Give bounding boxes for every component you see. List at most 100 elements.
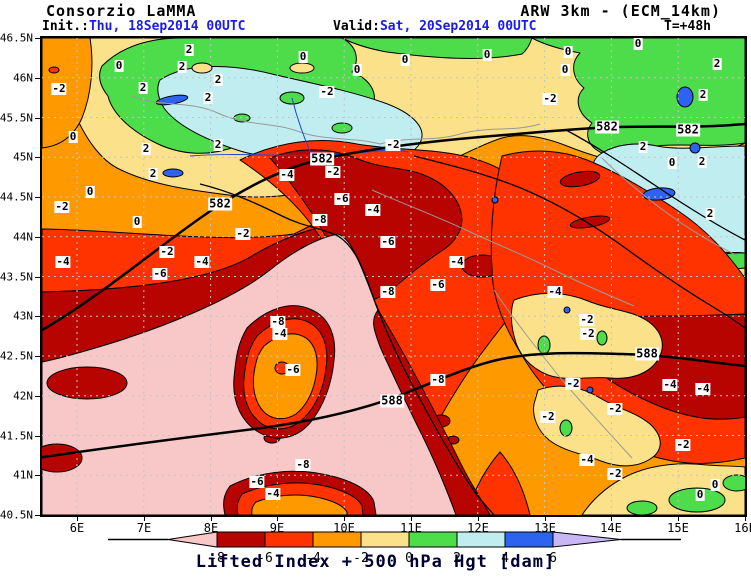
li-contour-label: 0 (400, 53, 410, 66)
lat-tick-mark (35, 396, 40, 397)
li-contour-label: 2 (712, 57, 722, 70)
lon-tick-mark (745, 517, 746, 521)
li-contour-label: -2 (385, 138, 401, 151)
colorbar-above-max-arrow (552, 531, 622, 548)
map-label-overlay: 0 2 2 -2 2 2 2 0 2 2 2 0 0 0 0 0 -2 0 0 0 2 -2 2 2 0 2 2 -2 -2 -4 -6 -4… (42, 38, 745, 515)
lat-tick-label: 42.5N (0, 349, 33, 363)
li-contour-label: -2 (325, 165, 341, 178)
header-line-1: Consorzio LaMMA ARW 3km - (ECM_14km) (0, 2, 751, 20)
lat-tick-mark (35, 157, 40, 158)
li-contour-label: -2 (565, 377, 581, 390)
footer-title: Lifted Index + 500 hPa Hgt [dam] (195, 552, 556, 572)
li-contour-label: 2 (184, 43, 194, 56)
colorbar-tick-label: -6 (257, 551, 273, 566)
lat-tick-label: 46N (13, 71, 33, 85)
colorbar-tick-label: 4 (501, 551, 509, 566)
li-contour-label: 2 (148, 167, 158, 180)
li-contour-label: -8 (295, 458, 311, 471)
li-contour-label: -2 (540, 410, 556, 423)
lon-tick-mark (478, 517, 479, 521)
li-contour-label: -4 (579, 453, 595, 466)
colorbar-cell (264, 531, 314, 548)
lat-tick-mark (35, 436, 40, 437)
li-contour-label: 0 (352, 63, 362, 76)
colorbar-below-min-arrow (167, 531, 218, 548)
li-contour-label: -8 (380, 285, 396, 298)
li-contour-label: -4 (265, 487, 281, 500)
lat-tick-mark (35, 237, 40, 238)
colorbar-cell (360, 531, 410, 548)
li-contour-label: -6 (249, 475, 265, 488)
lat-tick-mark (35, 78, 40, 79)
lat-tick-label: 45N (13, 150, 33, 164)
li-contour-label: -2 (607, 467, 623, 480)
lat-tick-label: 41.5N (0, 429, 33, 443)
li-contour-label: 0 (710, 478, 720, 491)
lon-tick-mark (545, 517, 546, 521)
li-contour-label: -4 (365, 203, 381, 216)
li-contour-label: -4 (279, 168, 295, 181)
li-contour-label: 2 (138, 81, 148, 94)
gridlines (42, 38, 745, 515)
li-contour-label: -4 (662, 378, 678, 391)
lon-tick-label: 15E (667, 521, 689, 535)
li-contour-label: -2 (319, 85, 335, 98)
lat-tick-label: 41N (13, 468, 33, 482)
colorbar-tick-label: -4 (305, 551, 321, 566)
lat-axis: 46.5N 46N 45.5N 45N 44.5N 44N 43.5N 43N 42.5N 42N… (0, 32, 40, 522)
colorbar-cell (312, 531, 362, 548)
li-contour-label: -4 (547, 285, 563, 298)
li-contour-label: -2 (542, 92, 558, 105)
lat-tick-label: 44.5N (0, 190, 33, 204)
lat-tick-mark (35, 515, 40, 516)
init-value: Thu, 18Sep2014 00UTC (88, 19, 246, 34)
model-title: ARW 3km - (ECM_14km) (520, 2, 721, 20)
li-contour-label: 0 (563, 45, 573, 58)
init-label: Init.: (42, 19, 89, 34)
li-contour-label: 0 (114, 59, 124, 72)
lat-tick-mark (35, 38, 40, 39)
height-contour-label: 588 (635, 346, 659, 361)
coastline (199, 129, 745, 515)
li-contour-label: 0 (667, 156, 677, 169)
li-contour-label: -2 (159, 245, 175, 258)
lon-tick-mark (144, 517, 145, 521)
li-contour-label: -8 (270, 315, 286, 328)
li-contour-label: -4 (272, 327, 288, 340)
li-contour-label: 0 (633, 37, 643, 50)
li-contour-label: -2 (51, 82, 67, 95)
colorbar: -8 -6 -4 -2 0 2 4 6 (108, 531, 681, 566)
lon-tick-label: 6E (69, 521, 85, 535)
lat-tick-mark (35, 475, 40, 476)
country-borders (131, 95, 739, 459)
height-contour-label: 588 (380, 393, 404, 408)
li-contour-label: 2 (141, 142, 151, 155)
li-contour-label: -6 (334, 192, 350, 205)
colorbar-tick-label: 0 (405, 551, 413, 566)
lat-tick-mark (35, 316, 40, 317)
li-contour-label: -2 (579, 313, 595, 326)
colorbar-tick-label: 6 (549, 551, 557, 566)
li-contour-label: 0 (85, 185, 95, 198)
li-contour-label: -6 (152, 267, 168, 280)
li-contour-label: 0 (298, 50, 308, 63)
lat-tick-mark (35, 356, 40, 357)
height-contour-label: 582 (676, 122, 700, 137)
colorbar-cell (408, 531, 458, 548)
li-contour-label: 2 (177, 60, 187, 73)
colorbar-cell (216, 531, 266, 548)
li-contour-label: -4 (695, 382, 711, 395)
height-contour-label: 582 (310, 151, 334, 166)
lat-tick-label: 45.5N (0, 111, 33, 125)
lon-tick-label: 7E (136, 521, 152, 535)
lon-tick-mark (211, 517, 212, 521)
li-contour-label: -6 (285, 363, 301, 376)
li-contour-label: -2 (580, 327, 596, 340)
colorbar-cell (456, 531, 506, 548)
lat-tick-label: 43N (13, 309, 33, 323)
lat-tick-label: 46.5N (0, 31, 33, 45)
li-contour-label: -4 (194, 255, 210, 268)
valid-label: Valid: (333, 19, 380, 34)
valid-time: Valid:Sat, 20Sep2014 00UTC (333, 19, 537, 34)
li-contour-label: -2 (54, 200, 70, 213)
